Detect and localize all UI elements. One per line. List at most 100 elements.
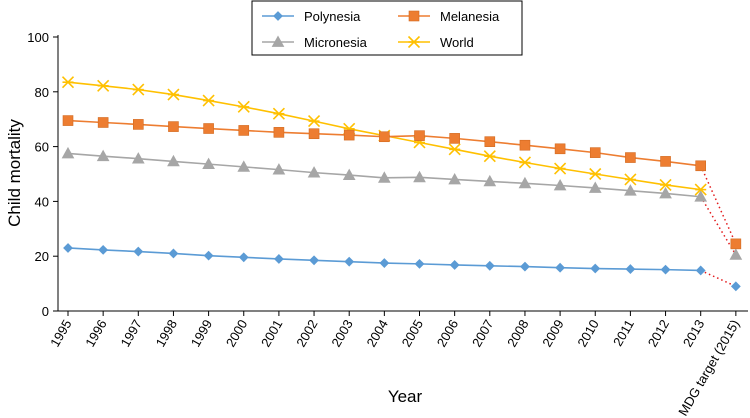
x-tick-label: 2013 <box>680 317 707 350</box>
legend-label: World <box>440 35 474 50</box>
melanesia-point <box>203 123 214 134</box>
polynesia-point <box>344 256 355 267</box>
polynesia-point <box>273 254 284 264</box>
legend-item-polynesia: Polynesia <box>262 9 361 24</box>
polynesia-point <box>625 264 636 274</box>
micronesia-point <box>624 184 637 196</box>
legend-marker <box>407 35 421 49</box>
micronesia-point <box>307 166 321 178</box>
x-tick-label: 2007 <box>469 317 496 350</box>
x-tick-label: 2006 <box>434 317 461 350</box>
world-point <box>624 173 637 186</box>
melanesia-point <box>589 147 601 158</box>
y-axis-title: Child mortality <box>5 119 24 227</box>
world-point <box>202 94 215 107</box>
legend-item-world: World <box>398 35 474 50</box>
world-point <box>483 150 496 163</box>
legend-box <box>251 0 523 56</box>
world-point <box>307 115 321 128</box>
micronesia-point <box>448 172 461 185</box>
x-tick-label: 2009 <box>539 317 566 350</box>
x-tick-label: 2012 <box>645 317 672 350</box>
polynesia-point <box>520 261 530 272</box>
micronesia-point <box>553 178 567 191</box>
micronesia-point <box>694 190 708 202</box>
polynesia-point <box>238 252 249 263</box>
melanesia-point <box>273 127 285 138</box>
legend-label: Polynesia <box>304 9 361 24</box>
micronesia-point <box>272 163 286 175</box>
melanesia-point <box>238 125 250 136</box>
melanesia-point <box>308 128 320 140</box>
x-tick-label: 2010 <box>574 317 601 350</box>
y-tick-label: 20 <box>35 249 49 264</box>
x-tick-label: 1997 <box>117 317 144 350</box>
x-tick-label: 2004 <box>363 317 390 350</box>
polynesia-point <box>63 243 73 253</box>
polynesia-point <box>660 264 671 275</box>
micronesia-target-point <box>729 248 743 260</box>
melanesia-point <box>625 152 636 163</box>
legend-marker <box>408 10 420 22</box>
x-tick-label: 2002 <box>293 317 320 350</box>
polynesia-point <box>168 248 179 259</box>
polynesia-point <box>379 258 390 268</box>
y-tick-label: 0 <box>42 304 49 319</box>
world-point <box>237 100 250 113</box>
polynesia-target-connector <box>700 269 737 288</box>
melanesia-target-connector <box>700 165 737 245</box>
world-point <box>518 156 532 169</box>
polynesia-point <box>309 255 319 266</box>
x-tick-label: 1998 <box>153 317 180 350</box>
micronesia-point <box>342 168 356 180</box>
x-tick-label: 2000 <box>223 317 250 350</box>
axes: 0 20 40 60 80 100 1995 1996 1997 1998 1999 2000 2001… <box>27 30 748 418</box>
world-point <box>589 167 602 181</box>
melanesia-point <box>379 131 390 143</box>
world-point <box>97 79 110 92</box>
polynesia-point <box>484 260 495 271</box>
melanesia-point <box>695 160 707 172</box>
world-point <box>448 143 461 156</box>
melanesia-point <box>484 136 496 147</box>
legend-item-micronesia: Micronesia <box>262 35 368 50</box>
melanesia-point <box>519 139 531 151</box>
x-tick-label: 2005 <box>399 317 426 350</box>
x-axis-title: Year <box>388 387 423 406</box>
melanesia-point <box>343 129 355 141</box>
micronesia-point <box>378 171 391 183</box>
world-point <box>694 183 707 196</box>
micronesia-point <box>237 160 251 172</box>
melanesia-point <box>414 130 425 141</box>
world-point <box>554 162 567 175</box>
polynesia-target-point <box>730 281 741 292</box>
polynesia-point <box>555 262 566 273</box>
polynesia-point <box>98 244 109 255</box>
y-tick-label: 80 <box>35 85 49 100</box>
legend: Polynesia Melanesia Micronesia World <box>251 0 523 56</box>
x-tick-label: 2001 <box>258 317 285 350</box>
series-micronesia <box>61 146 743 260</box>
legend-label: Melanesia <box>440 9 500 24</box>
micronesia-point <box>588 181 602 193</box>
micronesia-point <box>167 154 180 167</box>
x-tick-label: 2011 <box>610 317 637 349</box>
world-point <box>132 83 145 96</box>
micronesia-point <box>96 149 110 162</box>
x-tick-label: 1999 <box>188 317 215 350</box>
y-tick-label: 40 <box>35 194 49 209</box>
melanesia-point <box>168 121 179 132</box>
world-point <box>167 88 180 101</box>
world-point <box>272 107 285 120</box>
micronesia-point <box>202 157 215 170</box>
melanesia-point <box>133 119 144 130</box>
series-polynesia <box>63 243 741 292</box>
melanesia-point <box>62 115 74 126</box>
x-tick-label: 1996 <box>82 317 109 350</box>
polynesia-point <box>414 258 425 269</box>
polynesia-point <box>590 263 601 274</box>
polynesia-point <box>133 246 144 257</box>
micronesia-point <box>131 152 145 164</box>
y-tick-label: 60 <box>35 140 49 155</box>
